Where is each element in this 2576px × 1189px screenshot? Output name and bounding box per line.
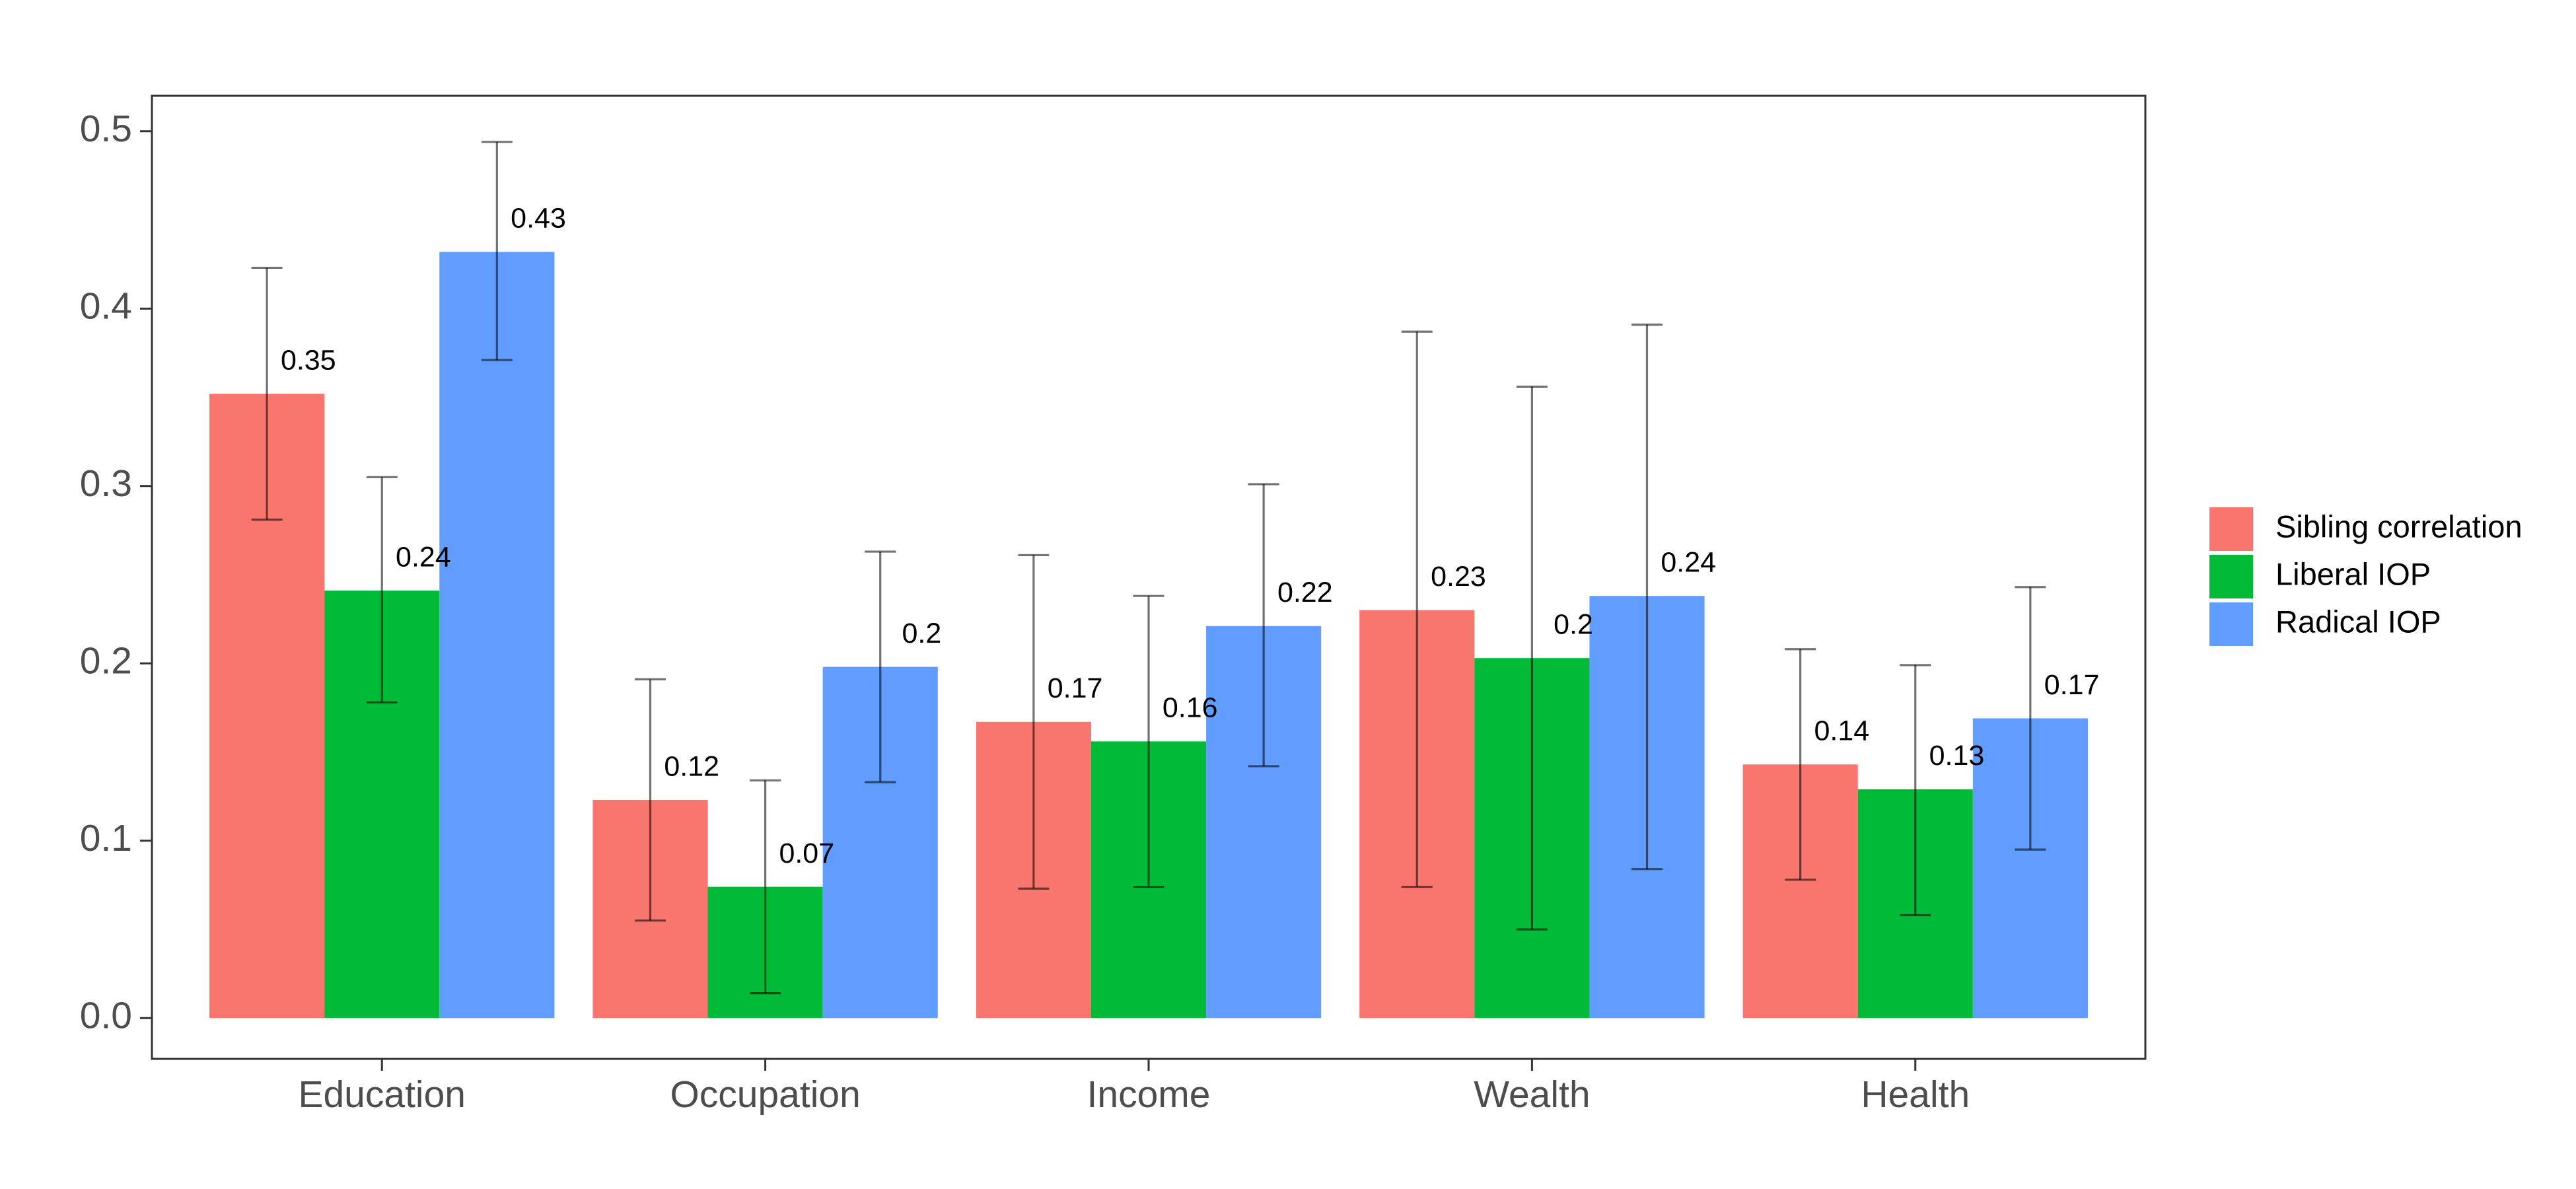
- y-tick-label-0-5: 0.5: [80, 108, 132, 150]
- legend-key-liberal-iop: [2209, 555, 2253, 598]
- y-tick-label-0-3: 0.3: [80, 462, 132, 505]
- y-tick-label-0-2: 0.2: [80, 639, 132, 682]
- x-tick-label-health: Health: [1861, 1073, 1970, 1116]
- data-label-radical-iop-income: 0.22: [1277, 577, 1333, 608]
- legend-label-sibling-correlation: Sibling correlation: [2275, 509, 2522, 544]
- data-label-sibling-correlation-wealth: 0.23: [1431, 561, 1486, 593]
- legend-key-radical-iop: [2209, 602, 2253, 646]
- error-bar-sibling-correlation-health: [1785, 648, 1816, 881]
- error-bar-liberal-iop-occupation: [750, 779, 781, 995]
- data-labels-group: 0.35 0.24 0.43 0.12 0.07 0.2 0.17 0.16 0.22 0.23 0…: [281, 203, 2099, 869]
- y-tick-label-0-1: 0.1: [80, 817, 132, 859]
- x-tick-label-wealth: Wealth: [1474, 1073, 1590, 1116]
- legend: Sibling correlation Liberal IOP Radical IO…: [2209, 507, 2522, 646]
- legend-label-liberal-iop: Liberal IOP: [2275, 556, 2431, 591]
- legend-key-sibling-correlation: [2209, 507, 2253, 551]
- error-bar-liberal-iop-wealth: [1516, 385, 1548, 931]
- error-bar-radical-iop-education: [481, 141, 513, 361]
- error-bar-radical-iop-wealth: [1631, 323, 1663, 871]
- y-tick-label-0-4: 0.4: [80, 285, 132, 327]
- error-bar-radical-iop-occupation: [865, 550, 896, 783]
- error-bar-liberal-iop-income: [1133, 594, 1164, 888]
- y-tick-label-0-0: 0.0: [80, 994, 132, 1036]
- data-label-liberal-iop-wealth: 0.2: [1554, 609, 1593, 641]
- data-label-radical-iop-health: 0.17: [2044, 669, 2100, 701]
- legend-item-radical-iop: Radical IOP: [2209, 602, 2441, 646]
- x-axis: Education Occupation Income Wealth Health: [298, 1059, 1970, 1116]
- x-tick-label-education: Education: [298, 1073, 466, 1116]
- data-label-liberal-iop-income: 0.16: [1163, 692, 1218, 724]
- bar-radical-iop-education: [439, 252, 555, 1019]
- error-bar-radical-iop-health: [2015, 586, 2046, 851]
- data-label-liberal-iop-education: 0.24: [396, 541, 451, 573]
- error-bars-group: [251, 141, 2046, 995]
- error-bar-sibling-correlation-income: [1018, 554, 1050, 890]
- data-label-radical-iop-education: 0.43: [511, 203, 566, 234]
- data-label-radical-iop-occupation: 0.2: [902, 618, 942, 649]
- data-label-sibling-correlation-occupation: 0.12: [664, 750, 719, 782]
- error-bar-sibling-correlation-education: [251, 266, 283, 521]
- error-bar-radical-iop-income: [1248, 483, 1279, 768]
- data-label-liberal-iop-health: 0.13: [1929, 740, 1985, 772]
- x-tick-label-income: Income: [1087, 1073, 1211, 1116]
- error-bar-liberal-iop-health: [1900, 664, 1931, 917]
- legend-item-liberal-iop: Liberal IOP: [2209, 555, 2431, 598]
- data-label-sibling-correlation-education: 0.35: [281, 344, 336, 376]
- legend-label-radical-iop: Radical IOP: [2275, 604, 2441, 639]
- legend-item-sibling-correlation: Sibling correlation: [2209, 507, 2522, 551]
- error-bar-sibling-correlation-occupation: [634, 678, 666, 922]
- data-label-radical-iop-wealth: 0.24: [1661, 547, 1716, 579]
- data-label-sibling-correlation-health: 0.14: [1814, 715, 1869, 747]
- data-label-liberal-iop-occupation: 0.07: [779, 838, 834, 869]
- data-label-sibling-correlation-income: 0.17: [1048, 672, 1103, 704]
- y-axis: 0.0 0.1 0.2 0.3 0.4 0.5: [80, 108, 152, 1036]
- error-bar-sibling-correlation-wealth: [1401, 330, 1433, 888]
- x-tick-label-occupation: Occupation: [670, 1073, 860, 1116]
- error-bar-liberal-iop-education: [366, 476, 398, 703]
